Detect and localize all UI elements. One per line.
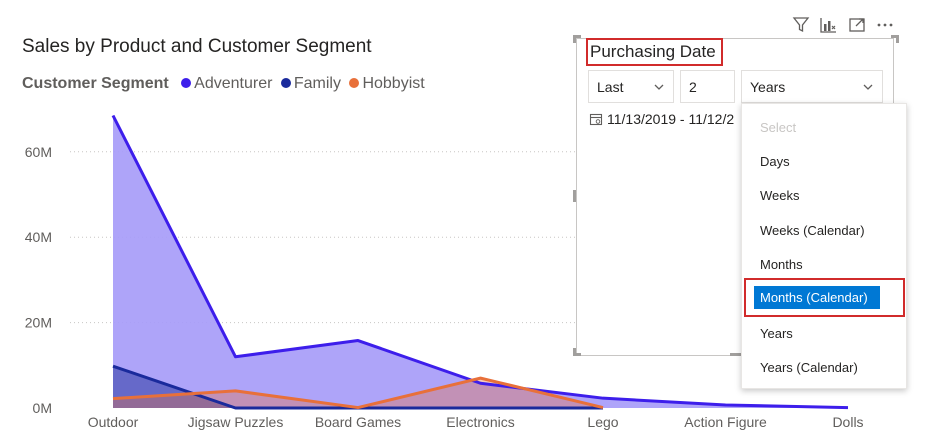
legend-entry-family[interactable]: Family xyxy=(280,75,341,92)
dropdown-placeholder: Select xyxy=(760,120,797,135)
x-tick-label: Lego xyxy=(587,414,618,430)
date-range-display: 11/13/2019 - 11/12/2 xyxy=(589,111,741,131)
legend-label-hobbyist: Hobbyist xyxy=(362,75,425,92)
legend-entry-hobbyist[interactable]: Hobbyist xyxy=(349,75,425,92)
legend-entry-adventurer[interactable]: Adventurer xyxy=(181,75,272,92)
period-unit-dropdown: Select Days Weeks Weeks (Calendar) Month… xyxy=(741,103,907,389)
resize-handle-top-left-v[interactable] xyxy=(573,35,576,43)
slicer-title: Purchasing Date xyxy=(590,42,716,61)
period-unit-value: Years xyxy=(750,79,786,95)
resize-handle-bottom-left[interactable] xyxy=(573,353,581,356)
x-tick-label: Electronics xyxy=(446,414,514,430)
period-count-value: 2 xyxy=(689,79,697,95)
chevron-down-icon xyxy=(654,84,664,90)
slicer-title-highlight xyxy=(586,38,723,66)
line-adventurer xyxy=(111,114,849,410)
relative-mode-value: Last xyxy=(597,79,624,95)
legend-label-adventurer: Adventurer xyxy=(194,75,273,92)
resize-handle-top-left[interactable] xyxy=(573,35,581,38)
chart-title: Sales by Product and Customer Segment xyxy=(22,36,372,57)
resize-handle-bottom-left-v[interactable] xyxy=(573,348,576,356)
y-tick-label: 40M xyxy=(25,229,52,245)
legend-title: Customer Segment xyxy=(22,75,169,92)
legend-marker-adventurer xyxy=(181,78,192,88)
area-hobbyist xyxy=(113,378,603,408)
x-tick-label: Dolls xyxy=(832,414,863,430)
legend-marker-hobbyist xyxy=(349,78,360,88)
resize-handle-top-right[interactable] xyxy=(891,35,899,38)
visual-header-toolbar xyxy=(790,14,900,36)
area-adventurer xyxy=(113,115,848,408)
relative-mode-select[interactable]: Last xyxy=(588,70,674,103)
y-tick-label: 0M xyxy=(33,400,52,416)
period-count-input[interactable]: 2 xyxy=(680,70,735,103)
resize-handle-left[interactable] xyxy=(573,190,576,202)
period-unit-select[interactable]: Years xyxy=(741,70,883,103)
option-months[interactable]: Months xyxy=(760,257,803,272)
area-family xyxy=(113,366,603,408)
x-tick-label: Board Games xyxy=(315,414,401,430)
filter-icon[interactable] xyxy=(790,14,812,36)
option-years[interactable]: Years xyxy=(760,326,793,341)
y-tick-label: 20M xyxy=(25,315,52,331)
chevron-down-icon xyxy=(863,84,873,90)
line-hobbyist xyxy=(112,376,604,410)
resize-handle-bottom[interactable] xyxy=(730,353,742,356)
legend-marker-family xyxy=(280,78,291,88)
drill-icon[interactable] xyxy=(817,14,839,36)
x-tick-label: Jigsaw Puzzles xyxy=(188,414,284,430)
focus-mode-icon[interactable] xyxy=(846,14,868,36)
date-range-text: 11/13/2019 - 11/12/2 xyxy=(607,111,735,127)
chart-legend: Customer Segment Adventurer Family Hobby… xyxy=(22,75,429,93)
more-options-icon[interactable] xyxy=(874,14,896,36)
calendar-icon xyxy=(589,113,603,126)
x-tick-label: Outdoor xyxy=(88,414,139,430)
option-months-calendar[interactable]: Months (Calendar) xyxy=(754,286,880,309)
option-weeks[interactable]: Weeks xyxy=(760,188,800,203)
resize-handle-top-right-v[interactable] xyxy=(896,35,899,43)
y-tick-label: 60M xyxy=(25,144,52,160)
option-weeks-calendar[interactable]: Weeks (Calendar) xyxy=(760,223,865,238)
option-years-calendar[interactable]: Years (Calendar) xyxy=(760,360,858,375)
option-days[interactable]: Days xyxy=(760,154,790,169)
legend-label-family: Family xyxy=(293,75,341,92)
selected-option-highlight xyxy=(744,278,905,317)
x-tick-label: Action Figure xyxy=(684,414,767,430)
